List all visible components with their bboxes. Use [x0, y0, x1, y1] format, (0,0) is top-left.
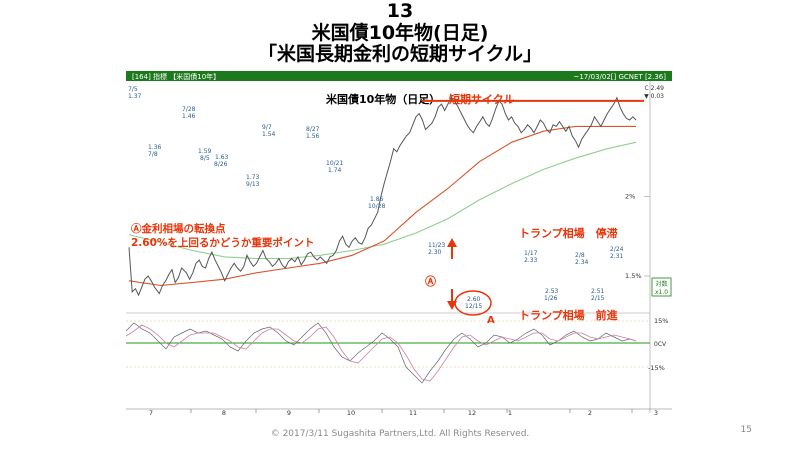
point-label-date: 1/17 — [524, 250, 538, 257]
point-label-value: 2.33 — [524, 257, 538, 264]
chart-header-left: [164] 指標 【米国債10年】 — [132, 72, 220, 81]
right-tag-top: 対数 — [655, 280, 667, 288]
footer-copyright: © 2017/3/11 Sugashita Partners,Ltd. All … — [270, 429, 530, 439]
x-tick-label: 2 — [588, 409, 592, 416]
point-label-date: 1.86 — [370, 196, 384, 203]
point-label-date: 7/8 — [148, 151, 158, 158]
point-label-date: 1.59 — [198, 148, 212, 155]
point-label-value: 1.37 — [128, 93, 142, 100]
annotation-trump-stall: トランプ相場 停滞 — [519, 226, 618, 240]
point-label-value: 10/28 — [368, 203, 385, 210]
point-label-date: 11/23 — [428, 242, 445, 249]
point-label-date: 2.53 — [545, 288, 559, 295]
point-label-value: 2.34 — [575, 259, 589, 266]
x-tick-label: 11 — [409, 409, 417, 416]
osc-tick-lower: -15% — [648, 364, 665, 372]
chart-header-right: ~17/03/02[] GCNET [2.36] — [573, 73, 666, 81]
chart-header-bar — [126, 71, 672, 81]
annotations: Ⓐ金利相場の転換点 2.60%を上回るかどうか重要ポイント トランプ相場 停滞 … — [131, 222, 619, 326]
point-label-date: 2.51 — [591, 288, 605, 295]
point-label-date: 9/7 — [262, 124, 272, 131]
point-label-date: 7/28 — [182, 106, 196, 113]
slide-title-line2: 「米国長期金利の短期サイクル」 — [257, 43, 543, 65]
annotation-a: A — [487, 315, 495, 326]
series-line-price — [128, 96, 637, 297]
point-label-date: 7/5 — [128, 86, 138, 93]
series-line-ma-long — [128, 141, 637, 260]
slide-title-block: 13 米国債10年物(日足) 「米国長期金利の短期サイクル」 — [0, 0, 800, 65]
point-label-value: 8/26 — [214, 161, 228, 168]
up-arrow-icon — [447, 238, 457, 259]
point-label-value: 9/13 — [246, 181, 260, 188]
x-tick-label: 10 — [347, 409, 355, 416]
chart-title-highlight: 短期サイクル — [449, 92, 514, 106]
point-label-value: 2/15 — [591, 295, 605, 302]
chart-legend-change: ▼ 0.03 — [644, 93, 664, 100]
point-label-value: 1.74 — [328, 167, 342, 174]
x-tick-label: 9 — [287, 409, 291, 416]
point-label-value: 1.56 — [306, 133, 320, 140]
oscillator-panel: 15% 0CV -15% — [125, 317, 668, 384]
annotation-left-line1: Ⓐ金利相場の転換点 — [131, 222, 226, 235]
point-label-date: 8/27 — [306, 126, 320, 133]
point-label-value: 2.31 — [610, 253, 624, 260]
right-tag-bottom: x1.0 — [655, 289, 668, 296]
point-label-value: 2.30 — [428, 249, 442, 256]
x-tick-label: 12 — [468, 409, 476, 416]
x-tick-label: 7 — [149, 409, 153, 416]
chart-panel: [164] 指標 【米国債10年】 ~17/03/02[] GCNET [2.3… — [125, 71, 672, 417]
chart-legend-close: C 2.49 — [645, 85, 665, 92]
annotation-trump-advance: トランプ相場 前進 — [519, 308, 619, 322]
series-line-ma-short — [128, 125, 636, 287]
point-label-value: 1/26 — [544, 295, 558, 302]
point-label-value: 1.36 — [148, 144, 162, 151]
point-labels: 7/5 1.37 1.36 7/8 7/28 1.46 1.59 8/5 1.6… — [128, 86, 624, 310]
point-label-date: 1.63 — [215, 154, 229, 161]
point-label-date: 2.60 — [467, 296, 481, 303]
y-axis-ticks: 1.5% 2% — [625, 192, 650, 280]
x-axis-ticks: 7 8 9 10 11 12 1 2 3 — [149, 409, 658, 417]
y-tick-label: 1.5% — [625, 272, 642, 280]
osc-tick-zero: 0CV — [654, 341, 667, 348]
point-label-date: 2/8 — [575, 252, 585, 259]
slide-title-line1: 米国債10年物(日足) — [311, 22, 489, 44]
series-layer — [128, 96, 637, 297]
slide-number: 13 — [386, 0, 414, 22]
point-label-value: 8/5 — [200, 155, 210, 162]
annotation-circle-a: Ⓐ — [425, 274, 436, 288]
point-label-date: 1.73 — [246, 174, 260, 181]
point-label-value: 1.54 — [262, 131, 276, 138]
chart-title: 米国債10年物（日足） — [325, 92, 440, 106]
x-tick-label: 1 — [508, 409, 512, 416]
osc-tick-upper: 15% — [654, 317, 668, 325]
point-label-value: 12/15 — [465, 303, 482, 310]
point-label-date: 10/21 — [326, 160, 343, 167]
point-label-value: 1.46 — [182, 113, 196, 120]
chart-svg: [164] 指標 【米国債10年】 ~17/03/02[] GCNET [2.3… — [125, 71, 672, 417]
osc-line-gray — [125, 322, 637, 384]
annotation-left-line2: 2.60%を上回るかどうか重要ポイント — [131, 236, 314, 249]
right-tag-box — [651, 277, 672, 297]
x-tick-label: 3 — [654, 409, 658, 416]
page-number: 15 — [740, 425, 752, 435]
osc-line-pink — [125, 324, 637, 382]
down-arrow-icon — [447, 289, 457, 310]
point-label-date: 2/24 — [610, 246, 624, 253]
x-tick-label: 8 — [222, 409, 226, 416]
y-tick-label: 2% — [625, 192, 635, 200]
